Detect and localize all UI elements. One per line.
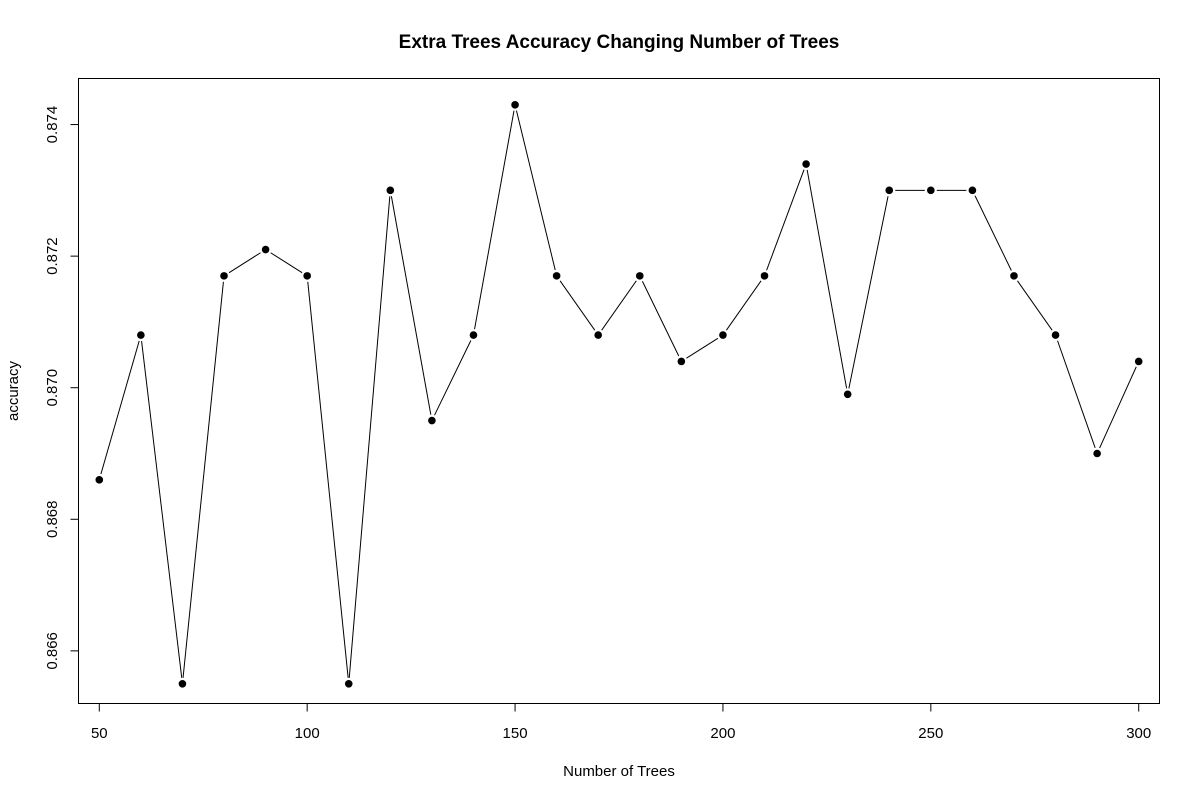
series-line-segment — [307, 281, 349, 678]
data-point — [386, 186, 395, 195]
data-point — [344, 679, 353, 688]
series-line-segment — [848, 196, 889, 389]
x-axis-label: Number of Trees — [563, 763, 675, 780]
data-point — [178, 679, 187, 688]
data-point — [677, 357, 686, 366]
series-line-segment — [348, 196, 391, 678]
y-tick-label: 0.866 — [44, 632, 61, 670]
series-line-segment — [725, 280, 762, 331]
data-point — [261, 245, 270, 254]
series-line-segment — [141, 340, 183, 678]
series-line-segment — [434, 340, 472, 416]
data-point — [885, 186, 894, 195]
series-line-segment — [100, 340, 140, 475]
data-point — [1010, 272, 1018, 280]
x-axis: 50 100 150 200 250 300 — [91, 703, 1151, 742]
y-axis: 0.866 0.868 0.870 0.872 0.874 — [44, 106, 79, 670]
y-axis-label: accuracy — [5, 360, 22, 421]
data-point — [594, 331, 603, 339]
series-line-segment — [390, 196, 432, 415]
data-point — [552, 272, 561, 280]
series-line-segment — [601, 280, 637, 331]
data-point — [220, 272, 228, 280]
y-tick-label: 0.870 — [44, 369, 61, 407]
data-point — [428, 416, 436, 425]
data-point — [469, 331, 478, 339]
series-line-segment — [1099, 366, 1137, 449]
x-tick-label: 200 — [710, 725, 735, 742]
data-point — [1051, 331, 1060, 339]
x-tick-label: 50 — [91, 725, 108, 742]
series-line-segment — [515, 110, 556, 271]
series-line-segment — [806, 169, 848, 389]
x-tick-label: 300 — [1126, 725, 1151, 742]
x-tick-label: 150 — [503, 725, 528, 742]
data-point — [968, 186, 977, 195]
series-line-segment — [974, 195, 1012, 271]
data-point — [137, 331, 145, 339]
series-line-segment — [559, 280, 596, 331]
plot-area-frame — [78, 78, 1160, 704]
y-tick-label: 0.874 — [44, 106, 61, 144]
data-point — [1134, 357, 1143, 366]
data-point — [635, 272, 644, 280]
y-tick-label: 0.872 — [44, 237, 61, 275]
series-line-segment — [686, 337, 719, 359]
series-line-segment — [270, 252, 303, 274]
data-point — [927, 186, 935, 195]
series-line-segment — [1057, 340, 1096, 449]
x-tick-label: 250 — [918, 725, 943, 742]
series-line-segment — [766, 169, 805, 271]
data-point — [511, 101, 519, 109]
series-line-segment — [474, 110, 515, 330]
data-point — [303, 272, 311, 280]
data-point — [719, 331, 727, 339]
series-line-segment — [1017, 280, 1053, 331]
x-tick-label: 100 — [295, 725, 320, 742]
series-line-segment — [182, 281, 224, 678]
series-line-segment — [228, 252, 261, 274]
series-line — [100, 110, 1137, 678]
y-tick-label: 0.868 — [44, 501, 61, 539]
data-point — [843, 390, 852, 399]
chart-title: Extra Trees Accuracy Changing Number of … — [399, 32, 840, 53]
data-point — [1093, 449, 1101, 458]
data-point — [95, 476, 104, 484]
series-line-segment — [641, 281, 680, 357]
data-point — [760, 272, 769, 280]
series-points — [93, 99, 1145, 690]
data-point — [802, 160, 810, 168]
